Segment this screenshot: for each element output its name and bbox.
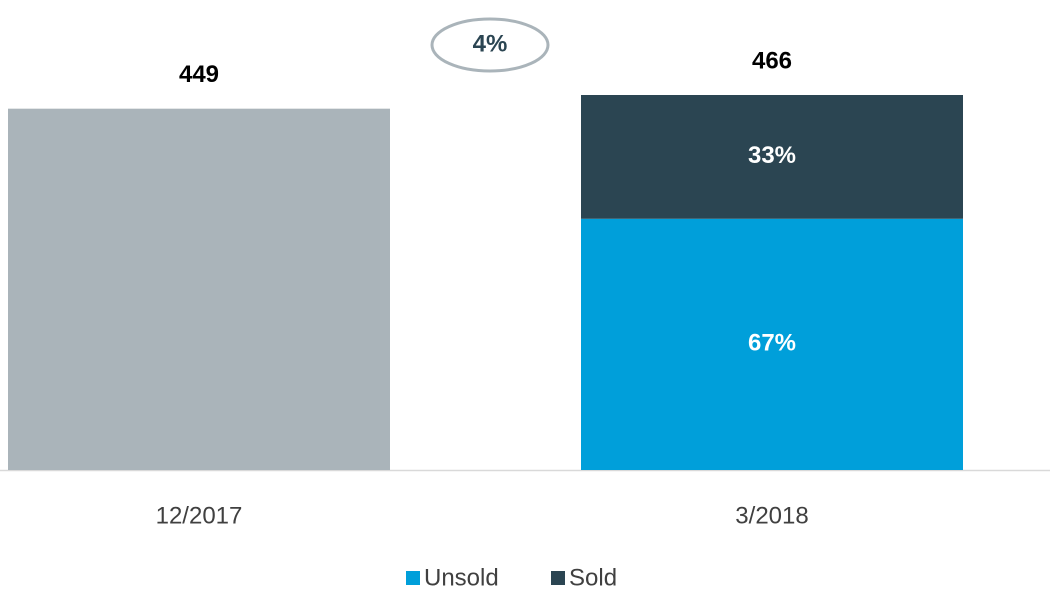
annotation: 4% [473,30,508,57]
legend-label: Sold [569,564,617,591]
bar [8,108,390,470]
annotation-ring [430,17,550,73]
x-tick-label: 3/2018 [735,502,808,529]
legend-swatch [551,571,565,585]
legend-label: Unsold [424,564,499,591]
total-label: 466 [752,47,792,74]
segment-label: 67% [748,330,796,357]
x-tick-label: 12/2017 [156,502,243,529]
bar-segment [581,218,963,470]
bar-segment [581,95,963,219]
segment-label: 33% [748,142,796,169]
legend-swatch [406,571,420,585]
total-label: 449 [179,61,219,88]
